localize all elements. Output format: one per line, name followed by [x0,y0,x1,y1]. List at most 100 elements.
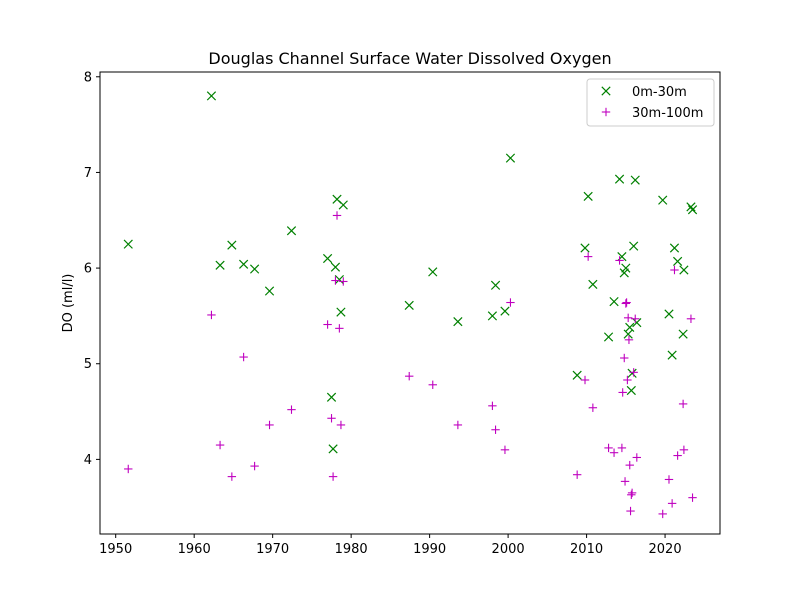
plot-points [123,91,698,519]
data-point-30m-100m [339,277,348,286]
data-point-30m-100m [615,256,624,265]
legend-label: 0m-30m [632,85,687,100]
data-point-0m-30m [453,317,463,327]
data-point-0m-30m [322,253,333,264]
data-point-0m-30m [428,267,438,277]
data-point-30m-100m [609,448,619,457]
data-point-0m-30m [580,243,590,253]
data-point-0m-30m [583,191,593,201]
data-point-30m-100m [250,461,259,471]
data-point-30m-100m [625,460,634,470]
y-tick-label: 8 [84,70,92,85]
data-point-30m-100m [328,472,338,481]
data-point-0m-30m [123,239,133,249]
x-tick-label: 2000 [492,542,525,557]
data-point-30m-100m [207,310,216,320]
data-point-0m-30m [627,368,637,378]
data-point-30m-100m [604,443,613,453]
x-tick-label: 2010 [570,542,603,557]
legend-label: 30m-100m [632,106,703,121]
data-point-0m-30m [490,280,501,290]
data-point-30m-100m [336,420,346,430]
data-point-30m-100m [453,420,463,430]
data-point-0m-30m [609,296,619,307]
data-point-0m-30m [669,243,680,253]
data-point-30m-100m [227,472,237,481]
data-point-0m-30m [626,385,636,396]
data-point-30m-100m [624,335,634,345]
data-point-30m-100m [488,401,497,411]
legend-box [586,78,715,127]
data-point-30m-100m [686,314,696,323]
data-point-0m-30m [678,329,688,339]
x-tick-label: 1950 [99,542,132,557]
data-point-0m-30m [621,263,631,273]
plot-area-frame [99,71,721,535]
y-tick-label: 7 [84,166,92,181]
data-point-0m-30m [487,311,498,321]
data-point-0m-30m [603,332,614,342]
data-point-0m-30m [500,306,510,316]
legend-marker [601,86,611,96]
data-point-30m-100m [631,314,640,323]
x-tick-label: 1960 [178,542,211,557]
legend-marker [601,107,611,117]
data-point-30m-100m [658,509,667,519]
data-point-30m-100m [215,440,225,450]
data-point-30m-100m [323,320,332,329]
data-point-0m-30m [206,91,217,101]
data-point-30m-100m [580,375,590,385]
data-point-0m-30m [686,202,696,212]
data-point-30m-100m [688,493,697,502]
data-point-0m-30m [625,322,635,333]
data-point-0m-30m [328,444,338,454]
data-point-30m-100m [629,368,638,377]
data-point-0m-30m [264,286,275,296]
y-tick-label: 4 [84,453,92,468]
x-tick-label: 2020 [649,542,682,557]
data-point-30m-100m [239,352,248,362]
data-point-30m-100m [627,488,637,498]
chart-title: Douglas Channel Surface Water Dissolved … [208,49,611,68]
data-point-0m-30m [572,370,582,380]
data-point-30m-100m [623,313,633,323]
data-point-0m-30m [215,260,225,270]
data-point-30m-100m [622,298,631,307]
data-point-0m-30m [338,200,348,210]
data-point-30m-100m [673,451,682,460]
data-point-30m-100m [620,353,629,363]
data-point-0m-30m [629,241,639,251]
data-point-30m-100m [667,499,677,508]
x-axis-ticks: 1950 1960 1970 1980 1990 2000 2010 2020 [99,534,682,557]
data-point-0m-30m [614,174,625,184]
data-point-30m-100m [678,399,688,409]
data-point-30m-100m [670,265,679,275]
data-point-0m-30m [664,309,674,319]
legend: 0m-30m 30m-100m [586,78,715,127]
data-point-30m-100m [623,375,632,385]
data-point-30m-100m [632,453,642,462]
data-point-0m-30m [330,262,341,272]
data-point-30m-100m [621,299,631,308]
x-tick-label: 1970 [256,542,289,557]
data-point-0m-30m [658,195,668,205]
y-axis-label: DO (ml/l) [61,274,76,333]
y-tick-label: 6 [84,262,92,277]
data-point-0m-30m [286,226,297,236]
data-point-0m-30m [336,307,346,317]
x-tick-label: 1990 [413,542,446,557]
y-axis-ticks: 4 5 6 7 8 [84,70,100,468]
data-point-0m-30m [238,259,249,269]
data-point-0m-30m [632,317,642,328]
data-point-30m-100m [620,477,630,486]
data-point-0m-30m [227,240,237,250]
x-tick-label: 1980 [335,542,368,557]
data-point-0m-30m [326,392,337,402]
data-point-30m-100m [327,414,336,423]
data-point-0m-30m [630,175,640,185]
data-point-0m-30m [249,264,260,274]
data-point-30m-100m [627,490,636,499]
data-point-0m-30m [505,153,516,163]
data-point-30m-100m [428,380,437,389]
